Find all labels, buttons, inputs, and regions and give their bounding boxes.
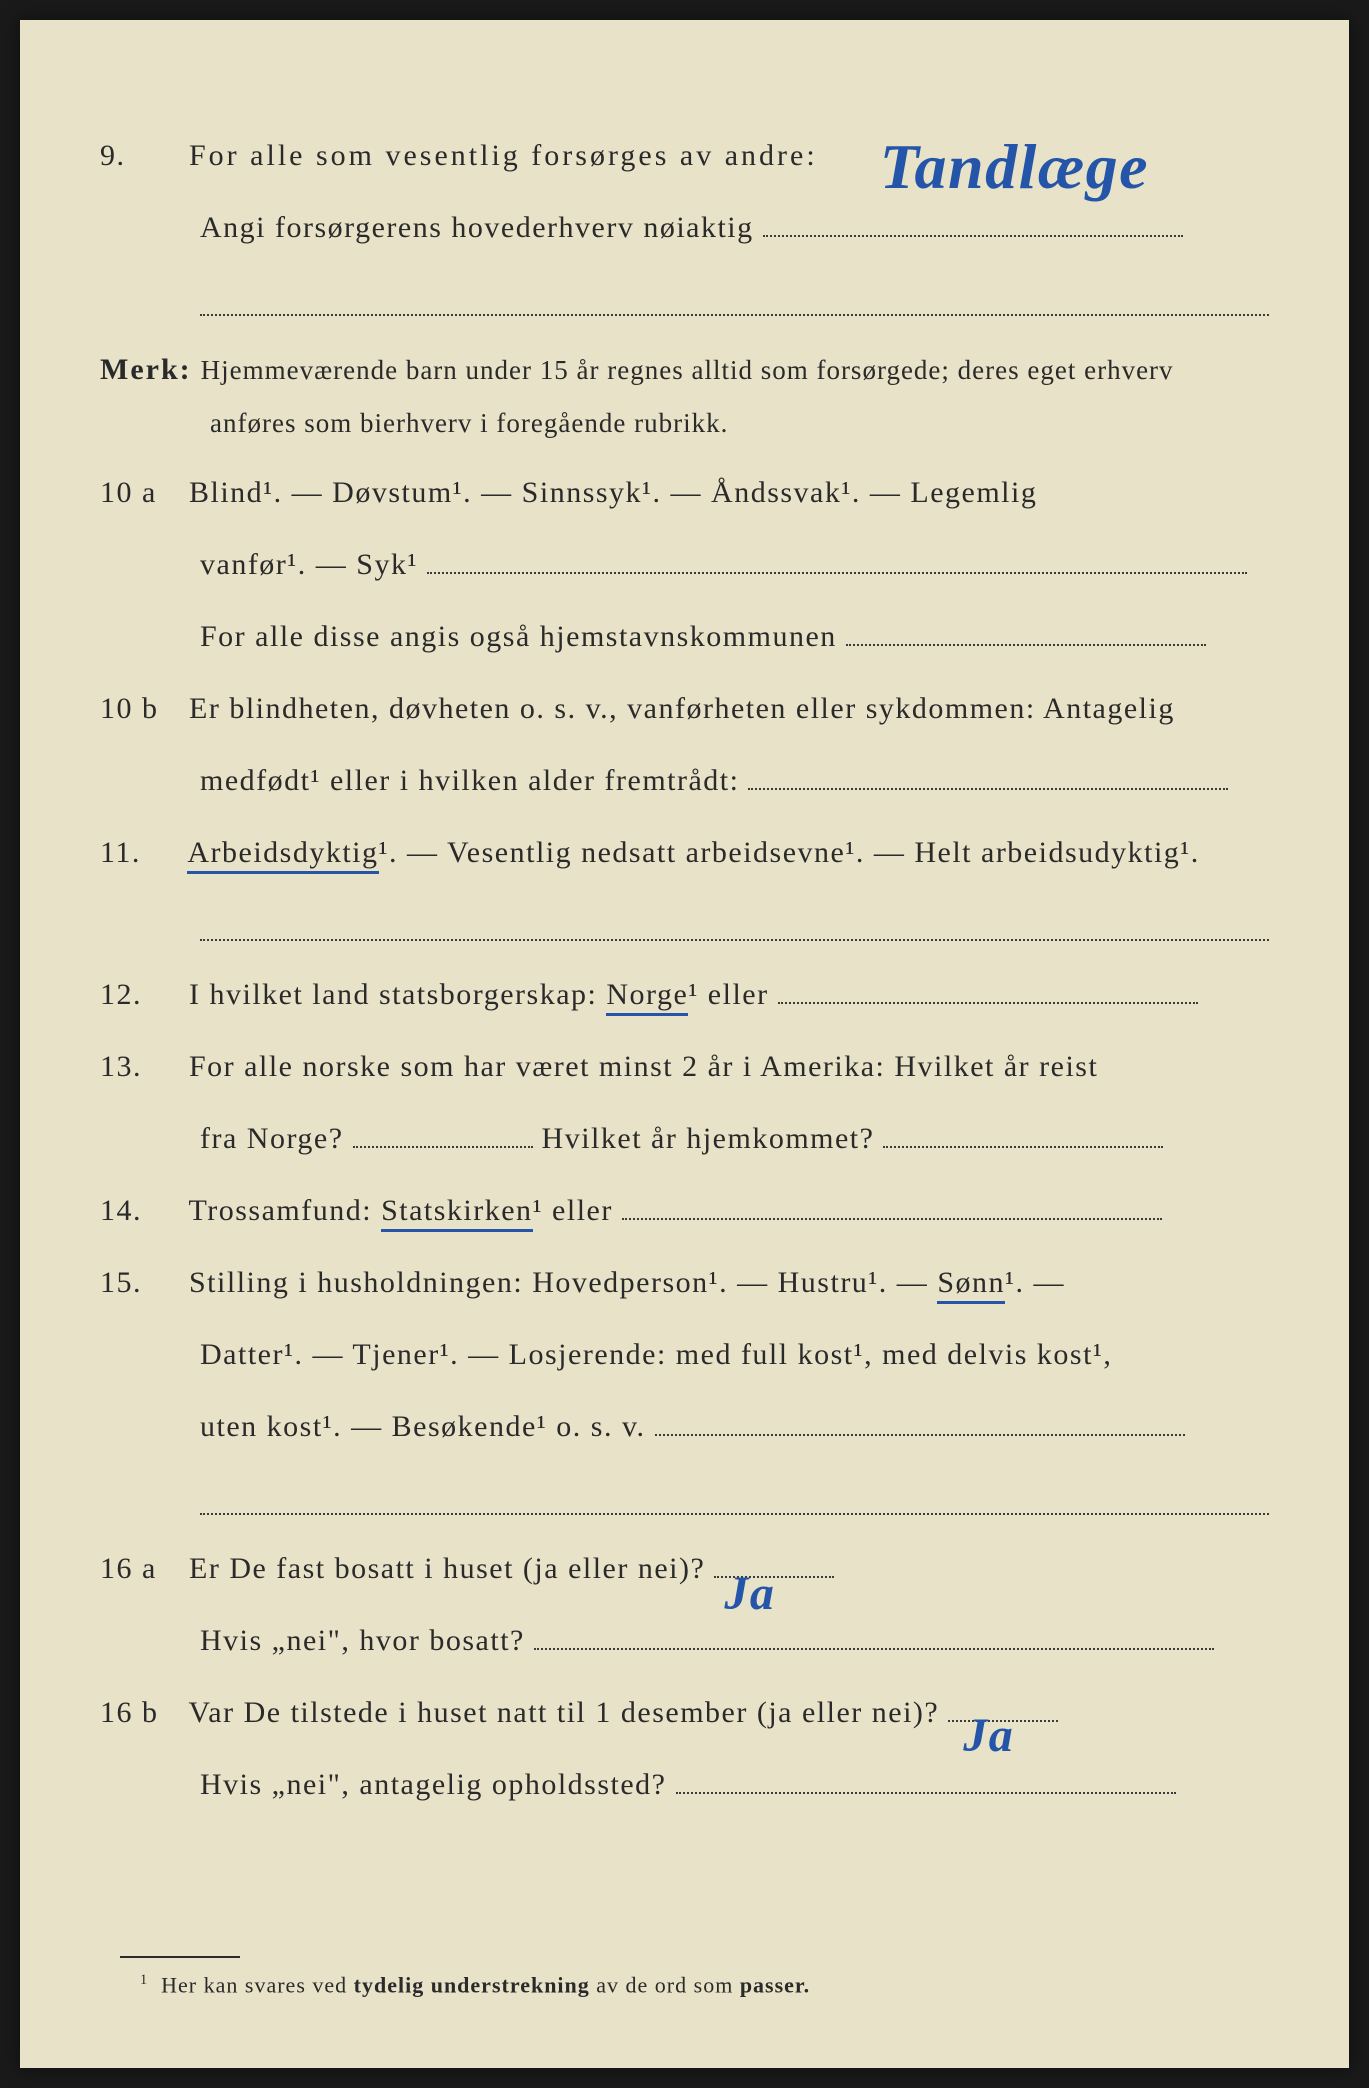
q13-text1: For alle norske som har været minst 2 år… [189, 1050, 1098, 1083]
q14-number: 14. [100, 1175, 180, 1247]
q10b-number: 10 b [100, 673, 180, 745]
q12-line: 12. I hvilket land statsborgerskap: Norg… [100, 959, 1269, 1031]
q12-prefix: I hvilket land statsborgerskap: [189, 978, 606, 1011]
q12-suffix: ¹ eller [688, 978, 768, 1011]
q16b-blank2 [676, 1792, 1176, 1794]
q9-line2: Angi forsørgerens hovederhverv nøiaktig [200, 192, 1269, 264]
footnote-text: Her kan svares ved tydelig understreknin… [161, 1972, 810, 1997]
q14-blank [622, 1218, 1162, 1220]
q16b-text1: Var De tilstede i huset natt til 1 desem… [188, 1696, 939, 1729]
q9-text1: For alle som vesentlig forsørges av andr… [189, 139, 818, 172]
q9-line1: 9. For alle som vesentlig forsørges av a… [100, 120, 1269, 192]
merk-row: Merk: Hjemmeværende barn under 15 år reg… [100, 334, 1269, 406]
q13-text2b: Hvilket år hjemkommet? [542, 1122, 875, 1155]
footnote-marker: 1 [140, 1972, 148, 1988]
q15-blank-full [200, 1475, 1269, 1515]
q10b-text2: medfødt¹ eller i hvilken alder fremtrådt… [200, 764, 739, 797]
q11-underlined: Arbeidsdyktig [187, 836, 378, 874]
q15-text2: Datter¹. — Tjener¹. — Losjerende: med fu… [200, 1338, 1112, 1371]
q10a-number: 10 a [100, 457, 180, 529]
footnote: 1 Her kan svares ved tydelig understrekn… [140, 1972, 810, 1998]
q9-blank-full [200, 276, 1269, 316]
merk-text1: Hjemmeværende barn under 15 år regnes al… [201, 355, 1174, 385]
q15-number: 15. [100, 1247, 180, 1319]
q9-text2: Angi forsørgerens hovederhverv nøiaktig [200, 211, 754, 244]
q11-blank-full [200, 901, 1269, 941]
q16a-text2: Hvis „nei", hvor bosatt? [200, 1624, 525, 1657]
q10a-blank1 [427, 572, 1247, 574]
q12-number: 12. [100, 959, 180, 1031]
q16b-answer-blank: Ja [948, 1720, 1058, 1722]
q16a-number: 16 a [100, 1533, 180, 1605]
census-form-page: 9. For alle som vesentlig forsørges av a… [20, 20, 1349, 2068]
q11-line: 11. Arbeidsdyktig¹. — Vesentlig nedsatt … [100, 817, 1269, 889]
q12-blank [778, 1002, 1198, 1004]
merk-text2: anføres som bierhverv i foregående rubri… [210, 406, 1269, 441]
q16a-line2: Hvis „nei", hvor bosatt? [200, 1605, 1269, 1677]
q16b-number: 16 b [100, 1677, 180, 1749]
q9-blank [763, 235, 1183, 237]
q15-line3: uten kost¹. — Besøkende¹ o. s. v. [200, 1391, 1269, 1463]
q14-underlined: Statskirken [381, 1194, 533, 1232]
q16b-line1: 16 b Var De tilstede i huset natt til 1 … [100, 1677, 1269, 1749]
q15-line1: 15. Stilling i husholdningen: Hovedperso… [100, 1247, 1269, 1319]
q10a-line3: For alle disse angis også hjemstavnskomm… [200, 601, 1269, 673]
q16b-text2: Hvis „nei", antagelig opholdssted? [200, 1768, 667, 1801]
q15-underlined: Sønn [937, 1266, 1005, 1304]
q10a-text3: For alle disse angis også hjemstavnskomm… [200, 620, 837, 653]
q10b-line2: medfødt¹ eller i hvilken alder fremtrådt… [200, 745, 1269, 817]
q16a-answer-blank: Ja [714, 1576, 834, 1578]
q13-text2a: fra Norge? [200, 1122, 344, 1155]
q11-number: 11. [100, 817, 180, 889]
q10a-line1: 10 a Blind¹. — Døvstum¹. — Sinnssyk¹. — … [100, 457, 1269, 529]
q16a-blank2 [534, 1648, 1214, 1650]
q15-blank [655, 1434, 1185, 1436]
q16b-line2: Hvis „nei", antagelig opholdssted? [200, 1749, 1269, 1821]
q13-line2: fra Norge? Hvilket år hjemkommet? [200, 1103, 1269, 1175]
q15-text3: uten kost¹. — Besøkende¹ o. s. v. [200, 1410, 646, 1443]
footnote-rule [120, 1956, 240, 1958]
q11-rest: ¹. — Vesentlig nedsatt arbeidsevne¹. — H… [379, 836, 1200, 869]
q15-text1a: Stilling i husholdningen: Hovedperson¹. … [189, 1266, 937, 1299]
q13-blank1 [353, 1146, 533, 1148]
q16a-line1: 16 a Er De fast bosatt i huset (ja eller… [100, 1533, 1269, 1605]
q15-line2: Datter¹. — Tjener¹. — Losjerende: med fu… [200, 1319, 1269, 1391]
q13-number: 13. [100, 1031, 180, 1103]
q10a-options2: vanfør¹. — Syk¹ [200, 548, 418, 581]
q16a-text1: Er De fast bosatt i huset (ja eller nei)… [189, 1552, 705, 1585]
q13-blank2 [883, 1146, 1163, 1148]
q15-text1b: ¹. — [1005, 1266, 1065, 1299]
q10b-blank [748, 788, 1228, 790]
q10a-options: Blind¹. — Døvstum¹. — Sinnssyk¹. — Åndss… [189, 476, 1037, 509]
q13-line1: 13. For alle norske som har været minst … [100, 1031, 1269, 1103]
q12-underlined: Norge [606, 978, 688, 1016]
q14-prefix: Trossamfund: [188, 1194, 381, 1227]
q10a-blank2 [846, 644, 1206, 646]
q10b-line1: 10 b Er blindheten, døvheten o. s. v., v… [100, 673, 1269, 745]
q14-line: 14. Trossamfund: Statskirken¹ eller [100, 1175, 1269, 1247]
q14-suffix: ¹ eller [533, 1194, 613, 1227]
q10b-text1: Er blindheten, døvheten o. s. v., vanfør… [189, 692, 1175, 725]
q9-number: 9. [100, 120, 180, 192]
q10a-line2: vanfør¹. — Syk¹ [200, 529, 1269, 601]
merk-label: Merk: [100, 353, 192, 386]
